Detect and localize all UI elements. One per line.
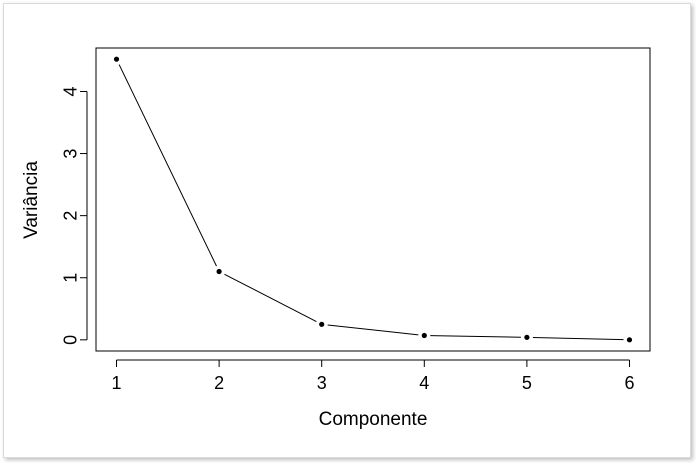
- x-tick-label: 3: [317, 373, 327, 393]
- series-segment: [430, 335, 521, 338]
- y-tick-label: 3: [61, 149, 81, 159]
- x-axis-label: Componente: [319, 409, 428, 430]
- series-segment: [224, 273, 317, 323]
- x-tick-label: 6: [624, 373, 634, 393]
- series-group: [113, 56, 633, 343]
- y-tick-label: 1: [61, 273, 81, 283]
- x-tick-label: 1: [112, 373, 122, 393]
- chart-frame: [3, 3, 691, 458]
- data-point: [216, 268, 222, 275]
- series-segment: [532, 336, 624, 341]
- data-point: [524, 334, 530, 340]
- x-tick-label: 2: [214, 373, 224, 393]
- y-tick-label: 4: [61, 86, 81, 96]
- data-point: [319, 321, 325, 327]
- y-tick-label: 2: [61, 211, 81, 221]
- data-point: [113, 56, 120, 62]
- series-segment: [327, 324, 419, 336]
- plot-box: [95, 47, 651, 352]
- data-point: [626, 337, 633, 343]
- y-tick-label: 0: [61, 335, 81, 345]
- x-tick-label: 4: [419, 373, 429, 393]
- x-tick-label: 5: [522, 373, 532, 393]
- y-axis-label: Variância: [21, 161, 42, 239]
- series-segment: [118, 64, 217, 267]
- x-axis: 1 2 3 4 5 6: [112, 359, 634, 393]
- y-axis: 0 1 2 3 4: [61, 86, 88, 345]
- data-point: [421, 332, 427, 339]
